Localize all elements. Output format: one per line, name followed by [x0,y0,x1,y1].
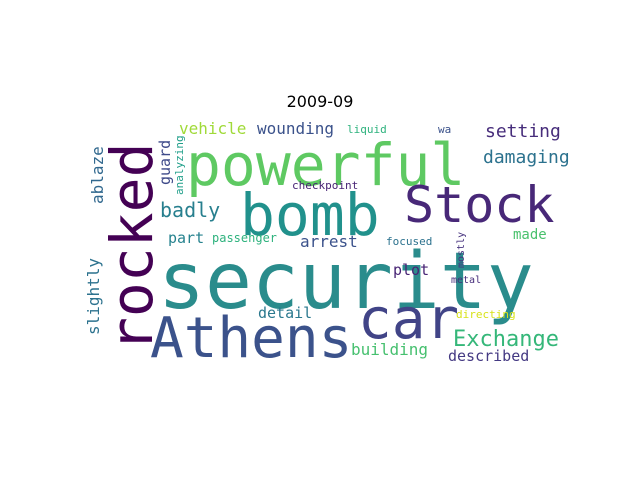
word-building: building [351,340,428,359]
word-car: car [358,287,459,352]
figure-title: 2009-09 [286,92,354,111]
word-slightly: slightly [84,258,103,335]
word-analyzing: analyzing [173,135,186,195]
word-damaging: damaging [483,147,570,168]
word-directing: directing [456,308,516,321]
word-wounding: wounding [257,119,334,138]
word-athens: Athens [150,306,352,371]
word-wa: wa [438,123,451,136]
word-setting: setting [485,121,561,142]
word-rocked: rocked [98,142,166,352]
word-described: described [448,347,529,365]
word-badly: badly [160,198,220,222]
word-made: made [513,227,547,243]
word-focused: focused [386,235,432,248]
word-checkpoint: checkpoint [292,179,358,192]
word-arrest: arrest [300,232,358,251]
word-stock: Stock [404,176,555,234]
word-guard: guard [156,140,174,185]
word-liquid: liquid [347,123,387,136]
word-mostly: mostly [456,232,467,268]
word-plot: plot [393,261,429,279]
word-security: security [158,237,534,327]
word-detail: detail [258,304,312,322]
word-metal: metal [451,275,481,286]
word-passenger: passenger [212,231,277,245]
word-bomb: bomb [240,181,380,249]
word-vehicle: vehicle [179,119,246,138]
word-ablaze: ablaze [88,146,107,204]
word-part: part [168,229,204,247]
word-exchange: Exchange [453,327,559,352]
word-powerful: powerful [186,131,465,199]
